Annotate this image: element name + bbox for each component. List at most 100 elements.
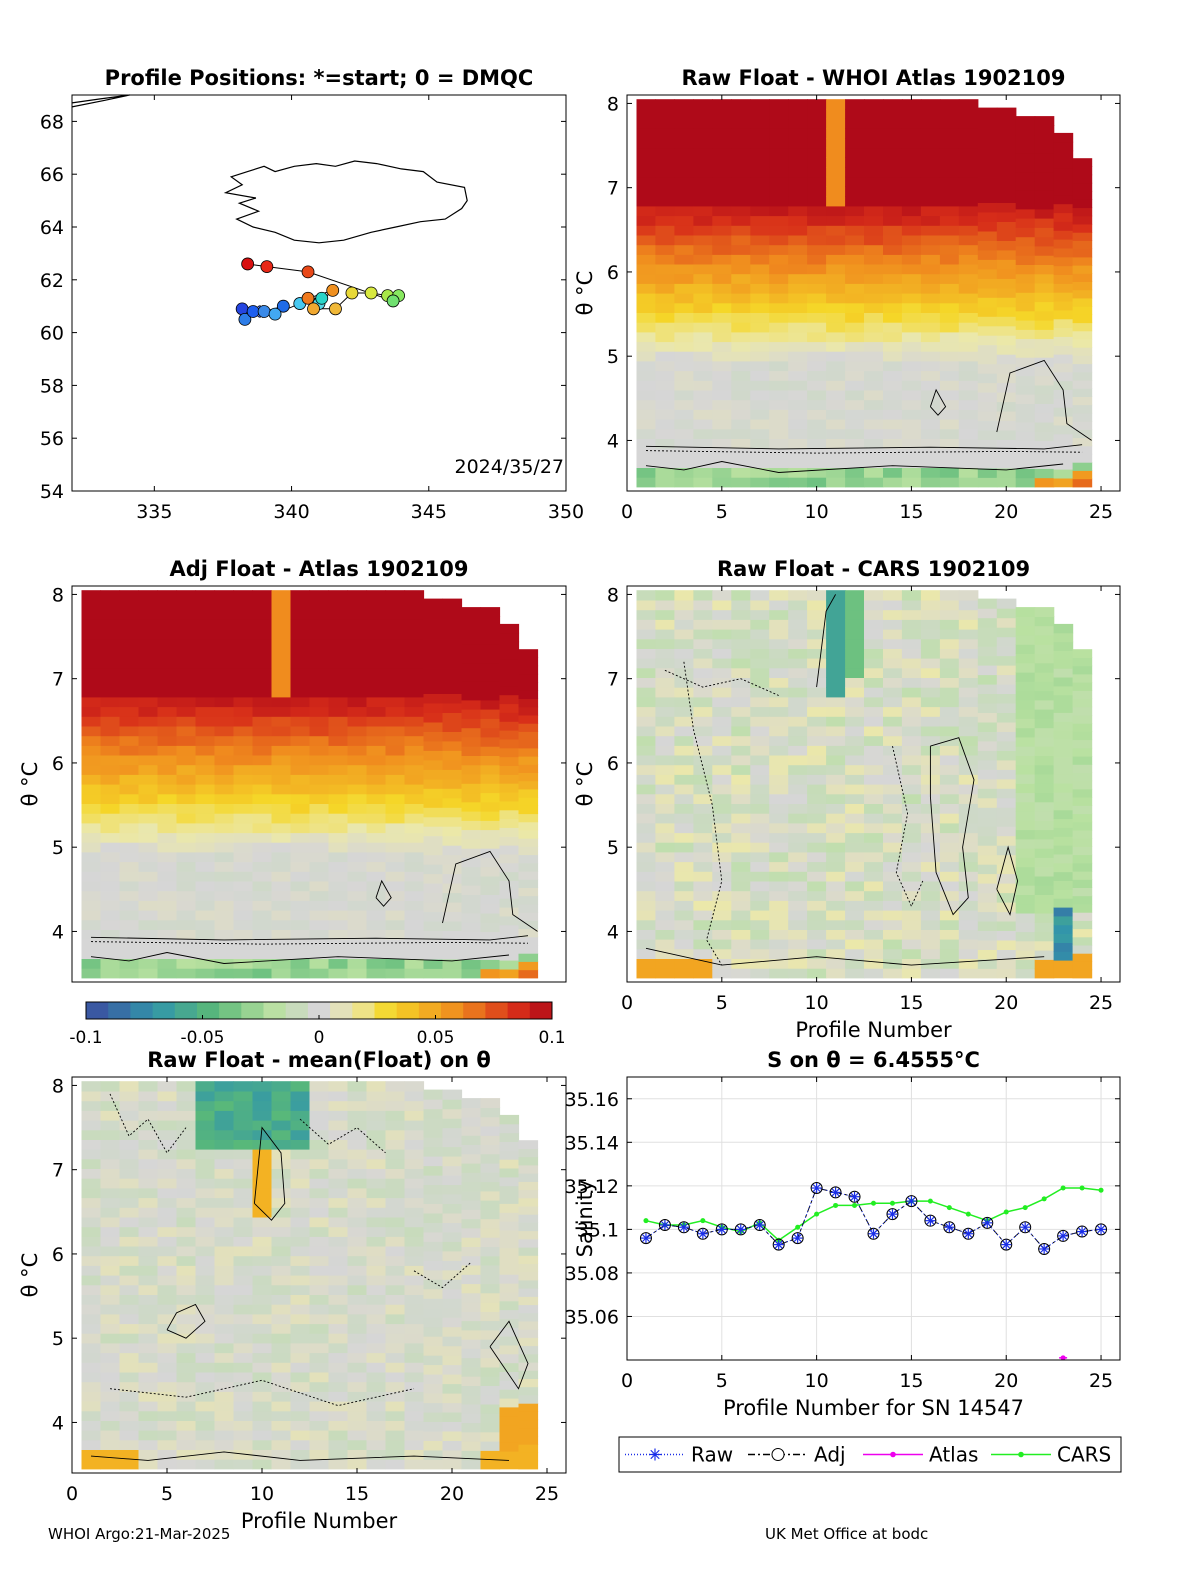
heatmap-cell [480, 875, 501, 886]
heatmap-cell [81, 1187, 102, 1199]
heatmap-cell [1053, 694, 1074, 705]
heatmap-cell [1015, 653, 1036, 664]
heatmap-cell [347, 1197, 368, 1208]
heatmap-cell [290, 1323, 311, 1334]
heatmap-cell [693, 99, 713, 110]
heatmap-cell [366, 832, 387, 843]
heatmap-cell [769, 99, 789, 110]
heatmap-cell [385, 1081, 406, 1092]
profile-position [329, 302, 342, 316]
heatmap-cell [636, 648, 657, 659]
heatmap-cell [1034, 477, 1055, 488]
heatmap-cell [252, 958, 273, 969]
heatmap-cell [731, 658, 751, 669]
heatmap-cell [176, 910, 197, 921]
colorbar-segment [197, 1002, 220, 1019]
heatmap-cell [901, 428, 922, 439]
heatmap-cell [845, 167, 865, 178]
heatmap-cell [404, 1304, 425, 1315]
heatmap-cell [233, 619, 254, 630]
heatmap-cell [769, 725, 789, 737]
heatmap-cell [195, 822, 216, 834]
heatmap-cell [366, 1401, 387, 1412]
heatmap-cell [636, 890, 657, 901]
heatmap-cell [138, 648, 159, 659]
heatmap-cell [499, 694, 520, 705]
adj-point [696, 1227, 709, 1240]
heatmap-cell [366, 609, 387, 620]
heatmap-cell [1072, 306, 1093, 315]
heatmap-cell [347, 1430, 368, 1441]
heatmap-cell [958, 784, 979, 795]
cars-point [852, 1202, 858, 1208]
heatmap-cell [1034, 449, 1055, 460]
heatmap-cell [404, 958, 425, 969]
heatmap-cell [920, 389, 941, 401]
heatmap-cell [636, 832, 657, 843]
heatmap-cell [674, 118, 694, 129]
heatmap-cell [81, 919, 102, 930]
heatmap-cell [81, 871, 102, 882]
heatmap-cell [290, 745, 311, 756]
heatmap-cell [750, 842, 770, 853]
heatmap-cell [1034, 755, 1055, 766]
heatmap-cell [442, 598, 463, 609]
heatmap-cell [195, 1187, 216, 1199]
heatmap-cell [712, 716, 732, 727]
heatmap-cell [119, 658, 140, 669]
heatmap-cell [939, 880, 960, 892]
heatmap-cell [480, 718, 501, 729]
profile-position [326, 283, 340, 297]
heatmap-cell [461, 783, 482, 794]
heatmap-cell [826, 832, 846, 843]
profile-position [276, 299, 290, 313]
heatmap-cell [655, 900, 675, 911]
heatmap-cell [920, 331, 941, 343]
heatmap-cell [674, 341, 694, 352]
heatmap-cell [864, 793, 884, 804]
heatmap-cell [920, 293, 941, 304]
heatmap-cell [977, 117, 998, 128]
heatmap-cell [271, 910, 292, 921]
heatmap-cell [176, 1168, 197, 1179]
heatmap-cell [864, 234, 884, 246]
heatmap-cell [176, 1226, 197, 1237]
heatmap-cell [328, 1139, 349, 1150]
heatmap-cell [1015, 264, 1036, 275]
axes-frame [626, 1076, 1121, 1361]
heatmap-cell [731, 667, 751, 678]
heatmap-cell [328, 948, 349, 959]
x-tick-label: 0 [621, 992, 633, 1014]
heatmap-cell [636, 302, 657, 313]
heatmap-cell [100, 890, 121, 901]
heatmap-cell [636, 419, 657, 430]
heatmap-cell [233, 871, 254, 882]
heatmap-cell [195, 1275, 216, 1286]
heatmap-cell [100, 629, 121, 640]
heatmap-cell [826, 467, 846, 478]
heatmap-cell [826, 234, 846, 246]
heatmap-cell [404, 1323, 425, 1334]
heatmap-cell [461, 1413, 482, 1424]
heatmap-cell [157, 774, 178, 785]
heatmap-cell [271, 929, 292, 940]
heatmap-cell [674, 244, 694, 255]
heatmap-cell [385, 1197, 406, 1208]
colorbar-segment [352, 1002, 375, 1019]
heatmap-cell [176, 1459, 197, 1470]
heatmap-cell [996, 192, 1017, 203]
heatmap-cell [712, 803, 732, 814]
heatmap-cell [176, 638, 197, 649]
heatmap-cell [958, 919, 979, 930]
heatmap-cell [385, 1371, 406, 1383]
heatmap-cell [100, 784, 121, 795]
heatmap-cell [347, 1265, 368, 1276]
heatmap-cell [480, 792, 501, 803]
heatmap-cell [958, 147, 979, 158]
heatmap-cell [1034, 171, 1055, 182]
heatmap-cell [1034, 866, 1055, 877]
heatmap-cell [518, 862, 539, 872]
heatmap-cell [883, 283, 903, 294]
heatmap-cell [977, 598, 998, 609]
heatmap-cell [404, 851, 425, 863]
